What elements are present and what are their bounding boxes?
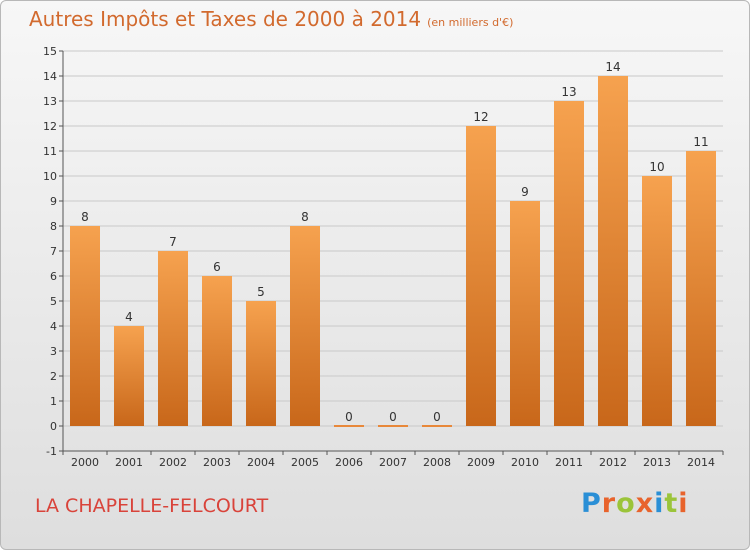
data-label-2006: 0 bbox=[345, 410, 353, 424]
commune-name: LA CHAPELLE-FELCOURT bbox=[35, 495, 269, 517]
y-tick-label: 4 bbox=[50, 320, 57, 333]
bar-2006 bbox=[334, 425, 364, 427]
logo-letter: i bbox=[678, 488, 689, 519]
y-tick-label: 11 bbox=[43, 145, 57, 158]
x-tick-label-2014: 2014 bbox=[687, 456, 715, 469]
x-tick-label-2010: 2010 bbox=[511, 456, 539, 469]
data-label-2014: 11 bbox=[693, 135, 708, 149]
y-tick-label: 9 bbox=[50, 195, 57, 208]
data-label-2008: 0 bbox=[433, 410, 441, 424]
data-label-2011: 13 bbox=[561, 85, 576, 99]
y-tick-label: 1 bbox=[50, 395, 57, 408]
bar-2004 bbox=[246, 301, 276, 426]
bar-2002 bbox=[158, 251, 188, 426]
data-label-2013: 10 bbox=[649, 160, 664, 174]
logo-letter: t bbox=[664, 488, 679, 519]
data-label-2001: 4 bbox=[125, 310, 133, 324]
y-tick-label: -1 bbox=[46, 445, 57, 458]
bar-2001 bbox=[114, 326, 144, 426]
data-label-2009: 12 bbox=[473, 110, 488, 124]
bar-2013 bbox=[642, 176, 672, 426]
bar-2010 bbox=[510, 201, 540, 426]
x-tick-label-2008: 2008 bbox=[423, 456, 451, 469]
x-tick-label-2004: 2004 bbox=[247, 456, 275, 469]
bars: 8 4 7 6 5 8 0 0 0 12 9 13 14 10 11 bbox=[70, 60, 716, 427]
x-tick-label-2009: 2009 bbox=[467, 456, 495, 469]
x-tick-label-2011: 2011 bbox=[555, 456, 583, 469]
data-label-2010: 9 bbox=[521, 185, 529, 199]
chart-subtitle: (en milliers d'€) bbox=[427, 16, 514, 29]
bar-2008 bbox=[422, 425, 452, 427]
x-tick-label-2013: 2013 bbox=[643, 456, 671, 469]
y-tick-label: 2 bbox=[50, 370, 57, 383]
bar-2005 bbox=[290, 226, 320, 426]
bar-2012 bbox=[598, 76, 628, 426]
y-tick-label: 14 bbox=[43, 70, 57, 83]
x-tick-label-2005: 2005 bbox=[291, 456, 319, 469]
data-label-2000: 8 bbox=[81, 210, 89, 224]
proxiti-logo[interactable]: Proxiti bbox=[581, 488, 689, 519]
x-tick-label-2001: 2001 bbox=[115, 456, 143, 469]
x-tick-label-2002: 2002 bbox=[159, 456, 187, 469]
bar-2009 bbox=[466, 126, 496, 426]
y-tick-label: 10 bbox=[43, 170, 57, 183]
y-tick-label: 7 bbox=[50, 245, 57, 258]
x-tick-label-2012: 2012 bbox=[599, 456, 627, 469]
data-label-2003: 6 bbox=[213, 260, 221, 274]
y-tick-label: 3 bbox=[50, 345, 57, 358]
data-label-2012: 14 bbox=[605, 60, 620, 74]
data-label-2004: 5 bbox=[257, 285, 265, 299]
logo-letter: i bbox=[654, 488, 665, 519]
x-tick-label-2007: 2007 bbox=[379, 456, 407, 469]
logo-letter: r bbox=[601, 488, 617, 519]
bar-2014 bbox=[686, 151, 716, 426]
y-tick-label: 5 bbox=[50, 295, 57, 308]
y-tick-label: 13 bbox=[43, 95, 57, 108]
x-tick-label-2006: 2006 bbox=[335, 456, 363, 469]
bar-2000 bbox=[70, 226, 100, 426]
logo-letter: o bbox=[616, 488, 636, 519]
bar-2003 bbox=[202, 276, 232, 426]
y-tick-label: 15 bbox=[43, 45, 57, 58]
y-tick-label: 6 bbox=[50, 270, 57, 283]
x-tick-label-2003: 2003 bbox=[203, 456, 231, 469]
data-label-2007: 0 bbox=[389, 410, 397, 424]
bar-2007 bbox=[378, 425, 408, 427]
chart-title-text: Autres Impôts et Taxes de 2000 à 2014 bbox=[29, 7, 422, 31]
logo-letter: x bbox=[635, 488, 655, 519]
data-label-2005: 8 bbox=[301, 210, 309, 224]
data-label-2002: 7 bbox=[169, 235, 177, 249]
y-tick-label: 8 bbox=[50, 220, 57, 233]
chart-title: Autres Impôts et Taxes de 2000 à 2014 (en… bbox=[29, 7, 513, 31]
y-tick-label: 12 bbox=[43, 120, 57, 133]
bar-2011 bbox=[554, 101, 584, 426]
y-tick-label: 0 bbox=[50, 420, 57, 433]
x-tick-label-2000: 2000 bbox=[71, 456, 99, 469]
logo-letter: P bbox=[581, 488, 602, 519]
